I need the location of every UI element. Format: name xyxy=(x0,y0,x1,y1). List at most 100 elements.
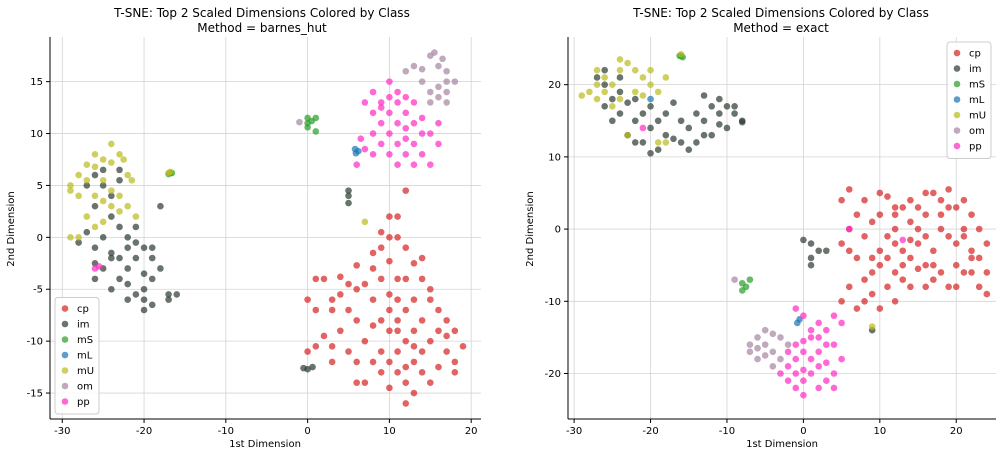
data-point xyxy=(410,389,418,397)
data-point xyxy=(639,124,647,132)
y-axis-label: 2nd Dimension xyxy=(6,191,17,266)
series-om xyxy=(296,49,459,126)
data-point xyxy=(132,291,140,298)
data-point xyxy=(792,370,800,377)
legend-label: om xyxy=(77,382,93,393)
data-point xyxy=(815,362,822,370)
data-point xyxy=(443,332,450,340)
y-tick-label: 5 xyxy=(37,181,43,192)
data-point xyxy=(443,88,450,96)
data-point xyxy=(369,358,377,366)
y-tick-label: -20 xyxy=(545,369,561,380)
data-point xyxy=(361,337,369,345)
data-point xyxy=(609,117,616,125)
data-point xyxy=(891,211,899,218)
data-point xyxy=(173,291,181,298)
data-point xyxy=(108,285,115,293)
data-point xyxy=(845,283,853,291)
data-point xyxy=(361,145,369,153)
data-point xyxy=(968,254,975,262)
data-point xyxy=(67,187,74,194)
data-point xyxy=(377,228,385,236)
data-point xyxy=(868,323,876,330)
series-mS xyxy=(676,52,754,294)
data-point xyxy=(116,223,123,231)
data-point xyxy=(647,95,654,103)
data-point xyxy=(609,103,616,110)
data-point xyxy=(148,254,156,262)
data-point xyxy=(654,146,662,153)
data-point xyxy=(124,296,131,303)
data-point xyxy=(386,130,393,137)
data-point xyxy=(983,240,991,247)
data-point xyxy=(394,368,401,376)
data-point xyxy=(792,384,800,392)
legend-marker xyxy=(953,142,961,150)
x-tick-label: -30 xyxy=(566,426,582,437)
data-point xyxy=(386,306,393,314)
data-point xyxy=(624,59,631,67)
data-point xyxy=(353,317,360,324)
data-point xyxy=(670,99,677,107)
data-point xyxy=(830,312,838,320)
series-cp xyxy=(304,187,467,407)
legend: cp im mS mL mU om pp xyxy=(946,41,992,159)
data-point xyxy=(352,149,360,157)
data-point xyxy=(899,247,907,255)
data-point xyxy=(328,306,336,314)
data-point xyxy=(624,99,631,107)
data-point xyxy=(983,269,991,276)
legend-label: pp xyxy=(969,142,982,153)
data-point xyxy=(800,391,807,399)
data-point xyxy=(312,306,320,314)
data-point xyxy=(345,192,352,200)
legend-marker xyxy=(61,367,69,374)
chart-subtitle: Method = barnes_hut xyxy=(197,21,327,35)
data-point xyxy=(792,355,800,363)
data-point xyxy=(853,305,861,312)
data-point xyxy=(830,384,838,392)
data-point xyxy=(945,233,952,240)
legend-label: mU xyxy=(77,366,94,377)
data-point xyxy=(402,244,410,252)
data-point xyxy=(952,240,960,247)
data-point xyxy=(328,358,336,366)
data-point xyxy=(639,92,647,99)
data-point xyxy=(418,65,426,73)
data-point xyxy=(418,368,426,376)
data-point xyxy=(930,261,937,269)
data-point xyxy=(426,99,434,106)
data-point xyxy=(716,95,723,103)
data-point xyxy=(443,99,450,106)
data-point xyxy=(426,296,434,303)
data-point xyxy=(418,317,426,324)
data-point xyxy=(960,225,968,233)
data-point xyxy=(166,168,174,176)
legend-marker xyxy=(953,80,961,88)
data-point xyxy=(386,358,393,366)
data-point xyxy=(616,95,624,103)
legend-marker xyxy=(61,351,69,359)
data-point xyxy=(328,343,336,350)
data-point xyxy=(435,140,442,148)
data-point xyxy=(800,366,807,374)
data-point xyxy=(647,103,654,110)
y-tick-label: 20 xyxy=(548,80,561,91)
data-point xyxy=(945,186,952,193)
data-point xyxy=(394,327,401,335)
data-point xyxy=(124,171,131,179)
data-point xyxy=(353,358,360,366)
series-mL xyxy=(351,145,362,157)
data-point xyxy=(823,341,830,348)
data-point xyxy=(761,326,769,334)
data-point xyxy=(108,192,115,200)
data-point xyxy=(815,384,822,392)
data-point xyxy=(670,135,677,143)
x-tick-label: -10 xyxy=(719,426,735,437)
data-point xyxy=(443,348,450,355)
data-point xyxy=(99,218,107,226)
data-point xyxy=(891,225,899,233)
data-point xyxy=(377,140,385,148)
data-point xyxy=(410,259,418,267)
data-point xyxy=(700,92,708,99)
